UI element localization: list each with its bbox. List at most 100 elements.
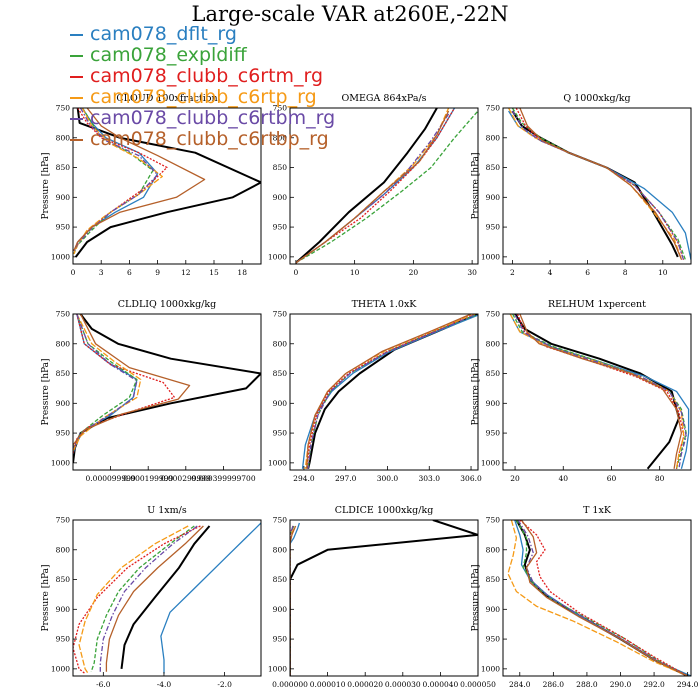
series-line-5 <box>511 110 685 260</box>
legend-label: cam078_dflt_rg <box>90 23 237 45</box>
plot-frame <box>289 519 479 677</box>
x-tick-label: 18 <box>237 268 247 277</box>
y-axis-label: Pressure [hPa] <box>471 152 481 219</box>
series-line-3 <box>73 525 201 675</box>
series-line-6 <box>105 525 204 672</box>
series-line-6 <box>73 314 191 446</box>
y-tick-label: 850 <box>56 163 71 172</box>
y-tick-label: 1000 <box>481 252 500 261</box>
series-line-6 <box>73 108 206 252</box>
y-tick-label: 950 <box>273 635 288 644</box>
x-tick-label: 288.0 <box>576 680 598 689</box>
y-tick-label: 950 <box>486 635 501 644</box>
y-tick-label: 900 <box>486 193 501 202</box>
y-tick-label: 950 <box>56 635 71 644</box>
x-tick-label: 20 <box>409 268 419 277</box>
x-tick-label: 0.000000 <box>272 680 308 689</box>
y-tick-label: 900 <box>56 399 71 408</box>
x-tick-label: 3 <box>99 268 104 277</box>
plot-frame <box>502 313 692 471</box>
panel-title: Q 1000xkg/kg <box>563 93 630 104</box>
series-line-0 <box>511 110 679 258</box>
series-line-3 <box>515 108 685 260</box>
series-line-6 <box>519 108 683 261</box>
legend-swatch <box>70 97 83 99</box>
y-tick-label: 1000 <box>268 664 287 673</box>
y-tick-label: 750 <box>56 104 71 113</box>
y-tick-label: 750 <box>56 310 71 319</box>
x-tick-label: 290.0 <box>610 680 632 689</box>
x-tick-label: -2.0 <box>217 680 232 689</box>
x-tick-label: 6 <box>127 268 132 277</box>
x-tick-label: 303.0 <box>419 474 441 483</box>
y-tick-label: 850 <box>486 575 501 584</box>
legend-swatch <box>70 139 83 141</box>
y-tick-label: 1000 <box>268 252 287 261</box>
legend-label: cam078_expldiff <box>90 44 247 66</box>
legend-swatch <box>70 34 83 36</box>
y-tick-label: 800 <box>486 133 501 142</box>
x-tick-label: 0.000299999 <box>161 474 211 483</box>
panel-title: CLDICE 1000xkg/kg <box>335 505 434 516</box>
panel-5: 750 800 850 900 950 1000 20 40 60 80 RELHUM 1xperc… <box>471 299 692 483</box>
y-axis-label: Pressure [hPa] <box>471 564 481 631</box>
plot-frame <box>289 313 479 471</box>
x-tick-label: 12 <box>181 268 191 277</box>
plot-frame <box>502 519 692 677</box>
y-tick-label: 900 <box>273 399 288 408</box>
y-tick-label: 800 <box>486 339 501 348</box>
y-tick-label: 900 <box>273 193 288 202</box>
y-tick-label: 750 <box>56 516 71 525</box>
y-tick-label: 950 <box>273 223 288 232</box>
x-tick-label: 0.000010 <box>310 680 346 689</box>
y-tick-label: 800 <box>56 133 71 142</box>
x-tick-label: 0.000040 <box>423 680 459 689</box>
series-line-2 <box>307 314 476 469</box>
y-tick-label: 750 <box>486 516 501 525</box>
y-tick-label: 900 <box>486 399 501 408</box>
series-line-4 <box>509 314 685 469</box>
x-tick-label: 10 <box>350 268 360 277</box>
x-tick-label: 60 <box>607 474 617 483</box>
y-tick-label: 950 <box>56 429 71 438</box>
series-line-5 <box>290 525 294 676</box>
legend-swatch <box>70 118 83 120</box>
series-line-5 <box>73 314 138 449</box>
x-tick-label: 40 <box>558 474 568 483</box>
y-tick-label: 1000 <box>268 458 287 467</box>
x-tick-label: 0.000099999 <box>86 474 136 483</box>
x-tick-label: 9 <box>155 268 160 277</box>
x-tick-label: 0.000020 <box>347 680 383 689</box>
series-line-3 <box>73 314 176 455</box>
panel-3: 750 800 850 900 950 1000 0.0000999990.00019999… <box>41 299 262 483</box>
series-line-4 <box>508 108 683 261</box>
y-tick-label: 750 <box>486 104 501 113</box>
x-tick-label: 0.000050 <box>460 680 496 689</box>
series-line-6 <box>520 520 688 676</box>
legend-label: cam078_clubb_c6rtp_rg <box>90 86 317 108</box>
panel-4: 750 800 850 900 950 1000 294.0 297.0 300.0 303.0 3… <box>268 299 482 483</box>
series-line-0 <box>307 314 478 470</box>
x-tick-label: 297.0 <box>335 474 357 483</box>
x-tick-label: 292.0 <box>643 680 665 689</box>
x-tick-label: 286.0 <box>543 680 565 689</box>
y-tick-label: 800 <box>56 339 71 348</box>
y-tick-label: 1000 <box>51 664 70 673</box>
series-line-5 <box>307 314 475 469</box>
x-tick-label: 15 <box>209 268 219 277</box>
series-line-6 <box>519 314 683 469</box>
x-tick-label: 0.000199999 <box>123 474 173 483</box>
y-tick-label: 950 <box>486 223 501 232</box>
series-line-6 <box>306 314 472 469</box>
legend-label: cam078_clubb_c6rtm_rg <box>90 65 324 87</box>
x-tick-label: -6.0 <box>96 680 111 689</box>
series-line-4 <box>507 520 688 676</box>
legend-swatch <box>70 76 83 78</box>
series-line-5 <box>99 525 198 672</box>
plot-frame <box>502 107 692 265</box>
series-line-1 <box>160 522 261 674</box>
y-tick-label: 800 <box>486 545 501 554</box>
plot-frame <box>289 107 479 265</box>
plot-frame <box>72 519 262 677</box>
series-line-5 <box>73 108 159 253</box>
